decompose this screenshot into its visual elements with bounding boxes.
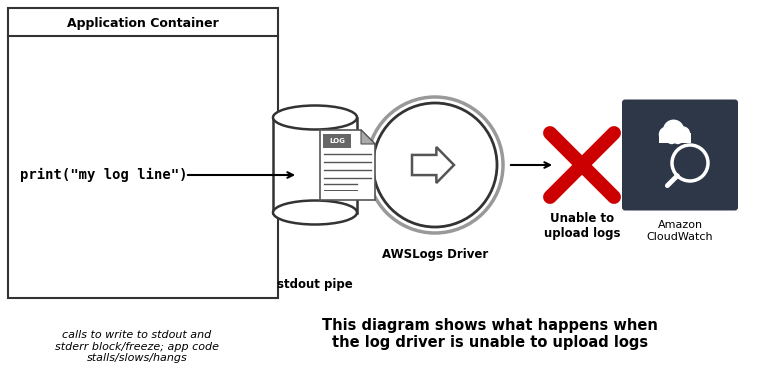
Circle shape	[663, 120, 684, 141]
Circle shape	[673, 134, 682, 144]
Text: AWSLogs Driver: AWSLogs Driver	[382, 248, 488, 261]
FancyBboxPatch shape	[622, 99, 738, 210]
Text: stdout pipe: stdout pipe	[277, 278, 353, 291]
Polygon shape	[320, 130, 375, 200]
Circle shape	[676, 126, 690, 141]
FancyBboxPatch shape	[8, 8, 278, 298]
Text: Unable to
upload logs: Unable to upload logs	[543, 212, 620, 240]
Circle shape	[659, 126, 674, 142]
Circle shape	[367, 97, 503, 233]
Text: This diagram shows what happens when
the log driver is unable to upload logs: This diagram shows what happens when the…	[322, 318, 658, 350]
Circle shape	[373, 103, 497, 227]
Text: Application Container: Application Container	[67, 16, 219, 30]
Text: LOG: LOG	[329, 138, 345, 144]
Text: print("my log line"): print("my log line")	[20, 168, 188, 182]
Polygon shape	[273, 117, 357, 213]
Polygon shape	[361, 130, 375, 144]
Text: calls to write to stdout and
stderr block/freeze; app code
stalls/slows/hangs: calls to write to stdout and stderr bloc…	[55, 330, 219, 363]
Ellipse shape	[273, 105, 357, 129]
FancyBboxPatch shape	[659, 133, 692, 143]
Circle shape	[666, 133, 677, 144]
FancyBboxPatch shape	[323, 134, 351, 148]
Ellipse shape	[273, 201, 357, 225]
Polygon shape	[412, 147, 454, 183]
Text: Amazon
CloudWatch: Amazon CloudWatch	[647, 220, 714, 242]
